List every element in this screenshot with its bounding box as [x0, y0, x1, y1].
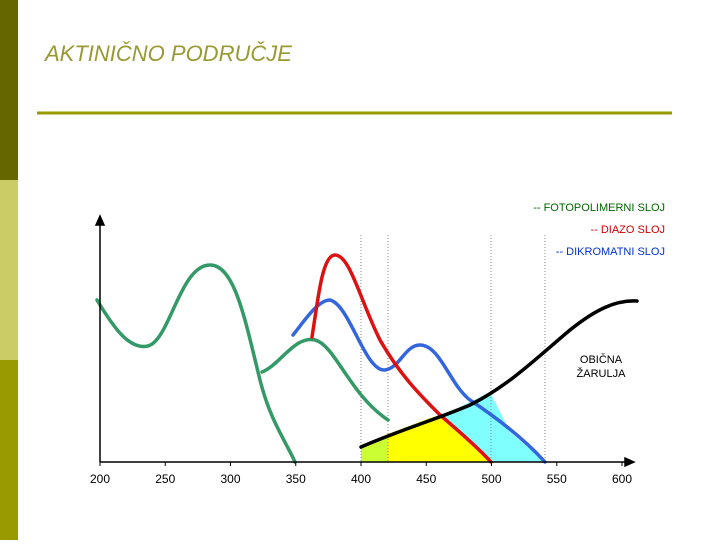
x-tick-label: 450 [416, 472, 436, 486]
annotation: OBIČNA [580, 353, 623, 366]
x-tick-label: 250 [155, 472, 175, 486]
annotation: ŽARULJA [577, 367, 627, 380]
x-tick-label: 400 [351, 472, 371, 486]
legend-entry: -- FOTOPOLIMERNI SLOJ [533, 202, 665, 214]
fill-region [361, 434, 388, 462]
side-bar [0, 180, 18, 360]
x-tick-label: 200 [90, 472, 110, 486]
x-tick-label: 550 [547, 472, 567, 486]
x-tick-label: 300 [220, 472, 240, 486]
side-bar [0, 360, 18, 540]
legend-entry: -- DIKROMATNI SLOJ [556, 246, 665, 258]
axes [94, 214, 636, 468]
guide-lines [360, 235, 546, 462]
slide-title: AKTINIČNO PODRUČJE [43, 41, 292, 66]
x-tick-label: 350 [286, 472, 306, 486]
legend-entry: -- DIAZO SLOJ [590, 224, 665, 236]
side-bar [0, 0, 18, 180]
curves [95, 253, 639, 464]
fill-region [440, 392, 545, 462]
x-tick-label: 500 [481, 472, 501, 486]
x-tick-label: 600 [612, 472, 632, 486]
